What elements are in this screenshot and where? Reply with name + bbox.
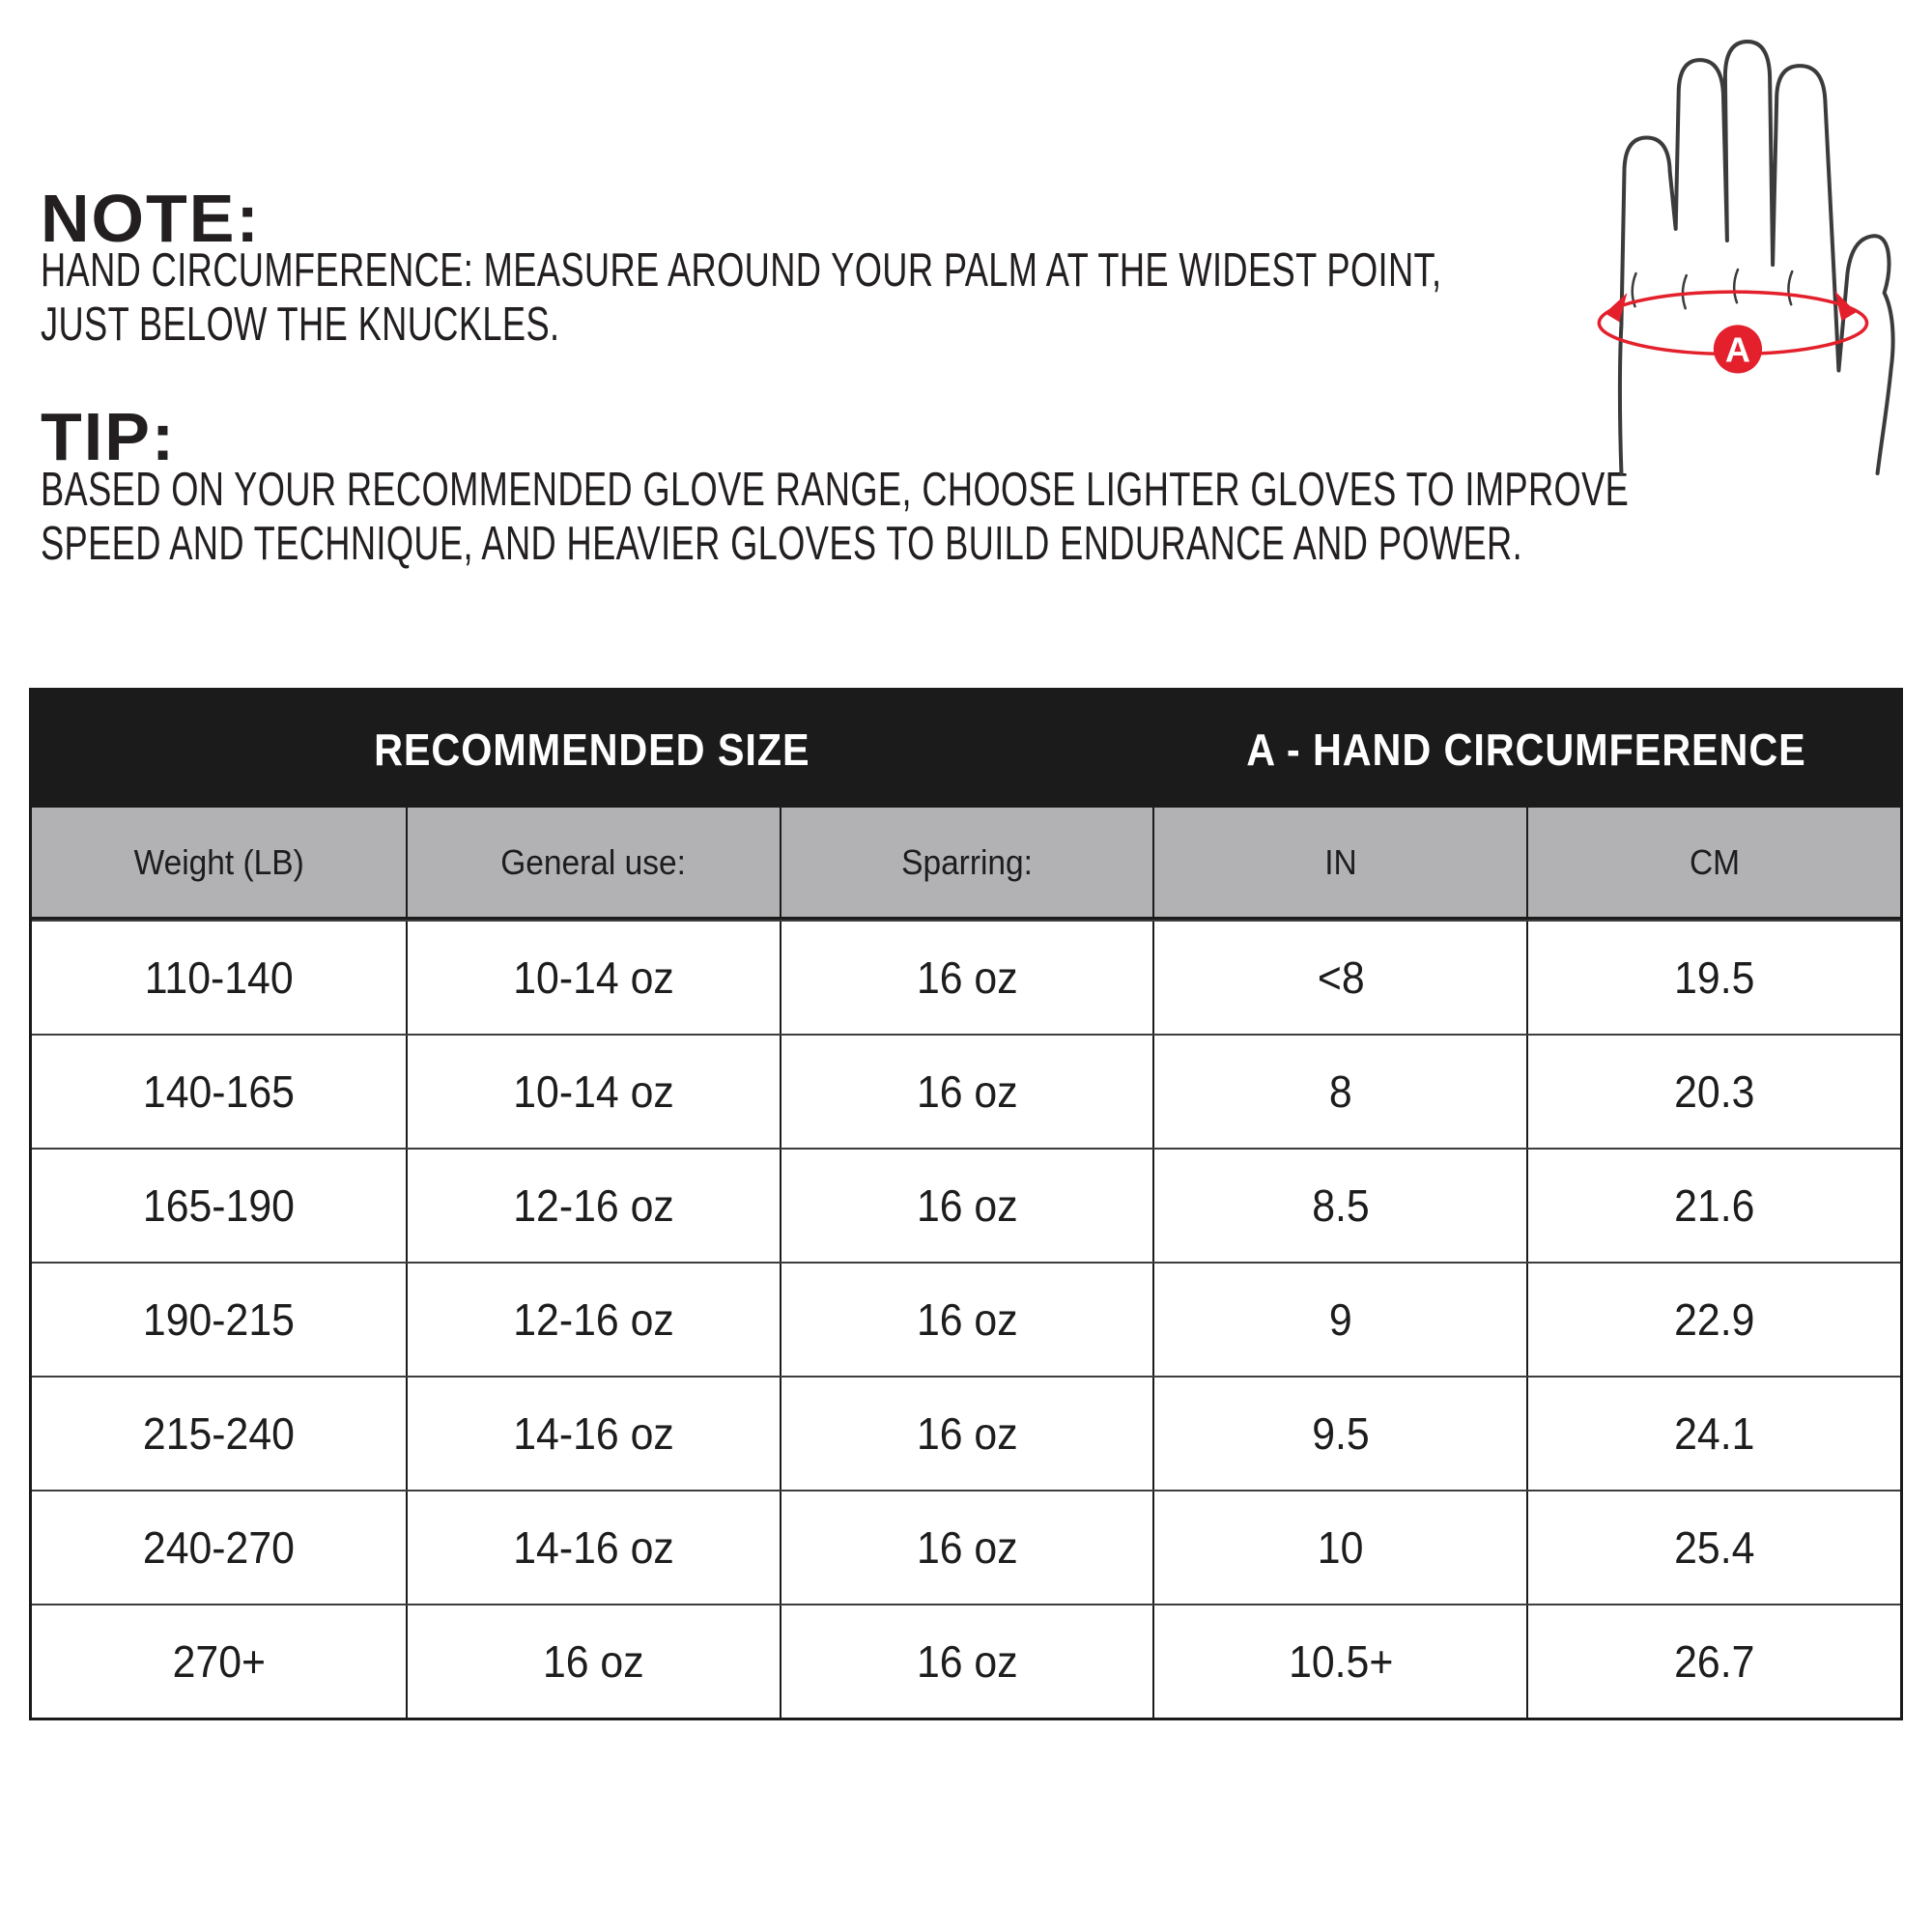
table-cell: 26.7 (1526, 1605, 1900, 1718)
tip-body-line-2: SPEED AND TECHNIQUE, AND HEAVIER GLOVES … (41, 518, 1523, 570)
table-cell: 19.5 (1526, 922, 1900, 1034)
table-cell: 14-16 oz (405, 1378, 780, 1490)
table-cell: 9.5 (1152, 1378, 1526, 1490)
table-cell: 12-16 oz (405, 1150, 780, 1262)
table-cell: 12-16 oz (405, 1264, 780, 1376)
table-cell: 10.5+ (1152, 1605, 1526, 1718)
table-cell: 16 oz (779, 922, 1153, 1034)
table-cell: 20.3 (1526, 1036, 1900, 1148)
table-row: 215-240 14-16 oz 16 oz 9.5 24.1 (32, 1376, 1900, 1490)
table-cell: 10-14 oz (405, 922, 780, 1034)
column-header-cm: CM (1526, 808, 1900, 917)
table-cell: 270+ (172, 1636, 266, 1687)
table-cell: 10 (1152, 1492, 1526, 1604)
table-cell: 16 oz (779, 1492, 1153, 1604)
table-cell: 8.5 (1152, 1150, 1526, 1262)
table-cell: 10-14 oz (405, 1036, 780, 1148)
measurement-a-label: A (1725, 329, 1750, 369)
table-cell: 16 oz (779, 1264, 1153, 1376)
table-row: 270+ 16 oz 16 oz 10.5+ 26.7 (32, 1604, 1900, 1718)
table-cell: 24.1 (1526, 1378, 1900, 1490)
table-cell: 165-190 (142, 1180, 295, 1231)
table-row: 165-190 12-16 oz 16 oz 8.5 21.6 (32, 1148, 1900, 1262)
group-header-recommended-size: RECOMMENDED SIZE (374, 724, 810, 775)
tip-heading: TIP: (41, 398, 176, 475)
table-cell: 215-240 (142, 1408, 295, 1459)
table-cell: 140-165 (142, 1066, 295, 1117)
table-cell: <8 (1152, 922, 1526, 1034)
tip-body-line-1: BASED ON YOUR RECOMMENDED GLOVE RANGE, C… (41, 464, 1630, 516)
table-cell: 16 oz (779, 1036, 1153, 1148)
tape-arrowhead-left (1605, 293, 1628, 323)
table-cell: 16 oz (779, 1605, 1153, 1718)
note-body-line-2: JUST BELOW THE KNUCKLES. (41, 298, 560, 351)
table-cell: 14-16 oz (405, 1492, 780, 1604)
hand-measurement-illustration: A (1597, 40, 1895, 475)
table-cell: 21.6 (1526, 1150, 1900, 1262)
table-row: 240-270 14-16 oz 16 oz 10 25.4 (32, 1490, 1900, 1604)
measurement-a-badge (1713, 325, 1763, 374)
column-header-weight: Weight (LB) (133, 841, 304, 882)
hand-outline (1617, 40, 1895, 475)
table-cell: 25.4 (1526, 1492, 1900, 1604)
tape-arrowhead-right (1834, 291, 1857, 322)
column-header-general-use: General use: (405, 808, 780, 917)
table-group-header-row: RECOMMENDED SIZE A - HAND CIRCUMFERENCE (32, 691, 1900, 808)
table-cell: 22.9 (1526, 1264, 1900, 1376)
table-row: 110-140 10-14 oz 16 oz <8 19.5 (32, 920, 1900, 1034)
table-column-header-row: Weight (LB) General use: Sparring: IN CM (32, 808, 1900, 920)
table-cell: 16 oz (779, 1378, 1153, 1490)
tip-heading-text: TIP: (41, 399, 177, 474)
table-cell: 110-140 (144, 952, 294, 1003)
table-cell: 8 (1152, 1036, 1526, 1148)
note-heading: NOTE: (41, 180, 261, 257)
table-row: 190-215 12-16 oz 16 oz 9 22.9 (32, 1262, 1900, 1376)
table-cell: 16 oz (405, 1605, 780, 1718)
table-cell: 190-215 (142, 1294, 295, 1345)
table-cell: 9 (1152, 1264, 1526, 1376)
column-header-in: IN (1152, 808, 1526, 917)
table-cell: 16 oz (779, 1150, 1153, 1262)
glove-size-table: RECOMMENDED SIZE A - HAND CIRCUMFERENCE … (29, 688, 1903, 1720)
note-body-line-1: HAND CIRCUMFERENCE: MEASURE AROUND YOUR … (41, 244, 1442, 297)
table-cell: 240-270 (142, 1522, 295, 1573)
table-row: 140-165 10-14 oz 16 oz 8 20.3 (32, 1034, 1900, 1148)
group-header-hand-circumference: A - HAND CIRCUMFERENCE (1246, 724, 1806, 775)
column-header-sparring: Sparring: (779, 808, 1153, 917)
note-heading-text: NOTE: (41, 181, 261, 256)
knuckle-creases (1631, 268, 1794, 310)
